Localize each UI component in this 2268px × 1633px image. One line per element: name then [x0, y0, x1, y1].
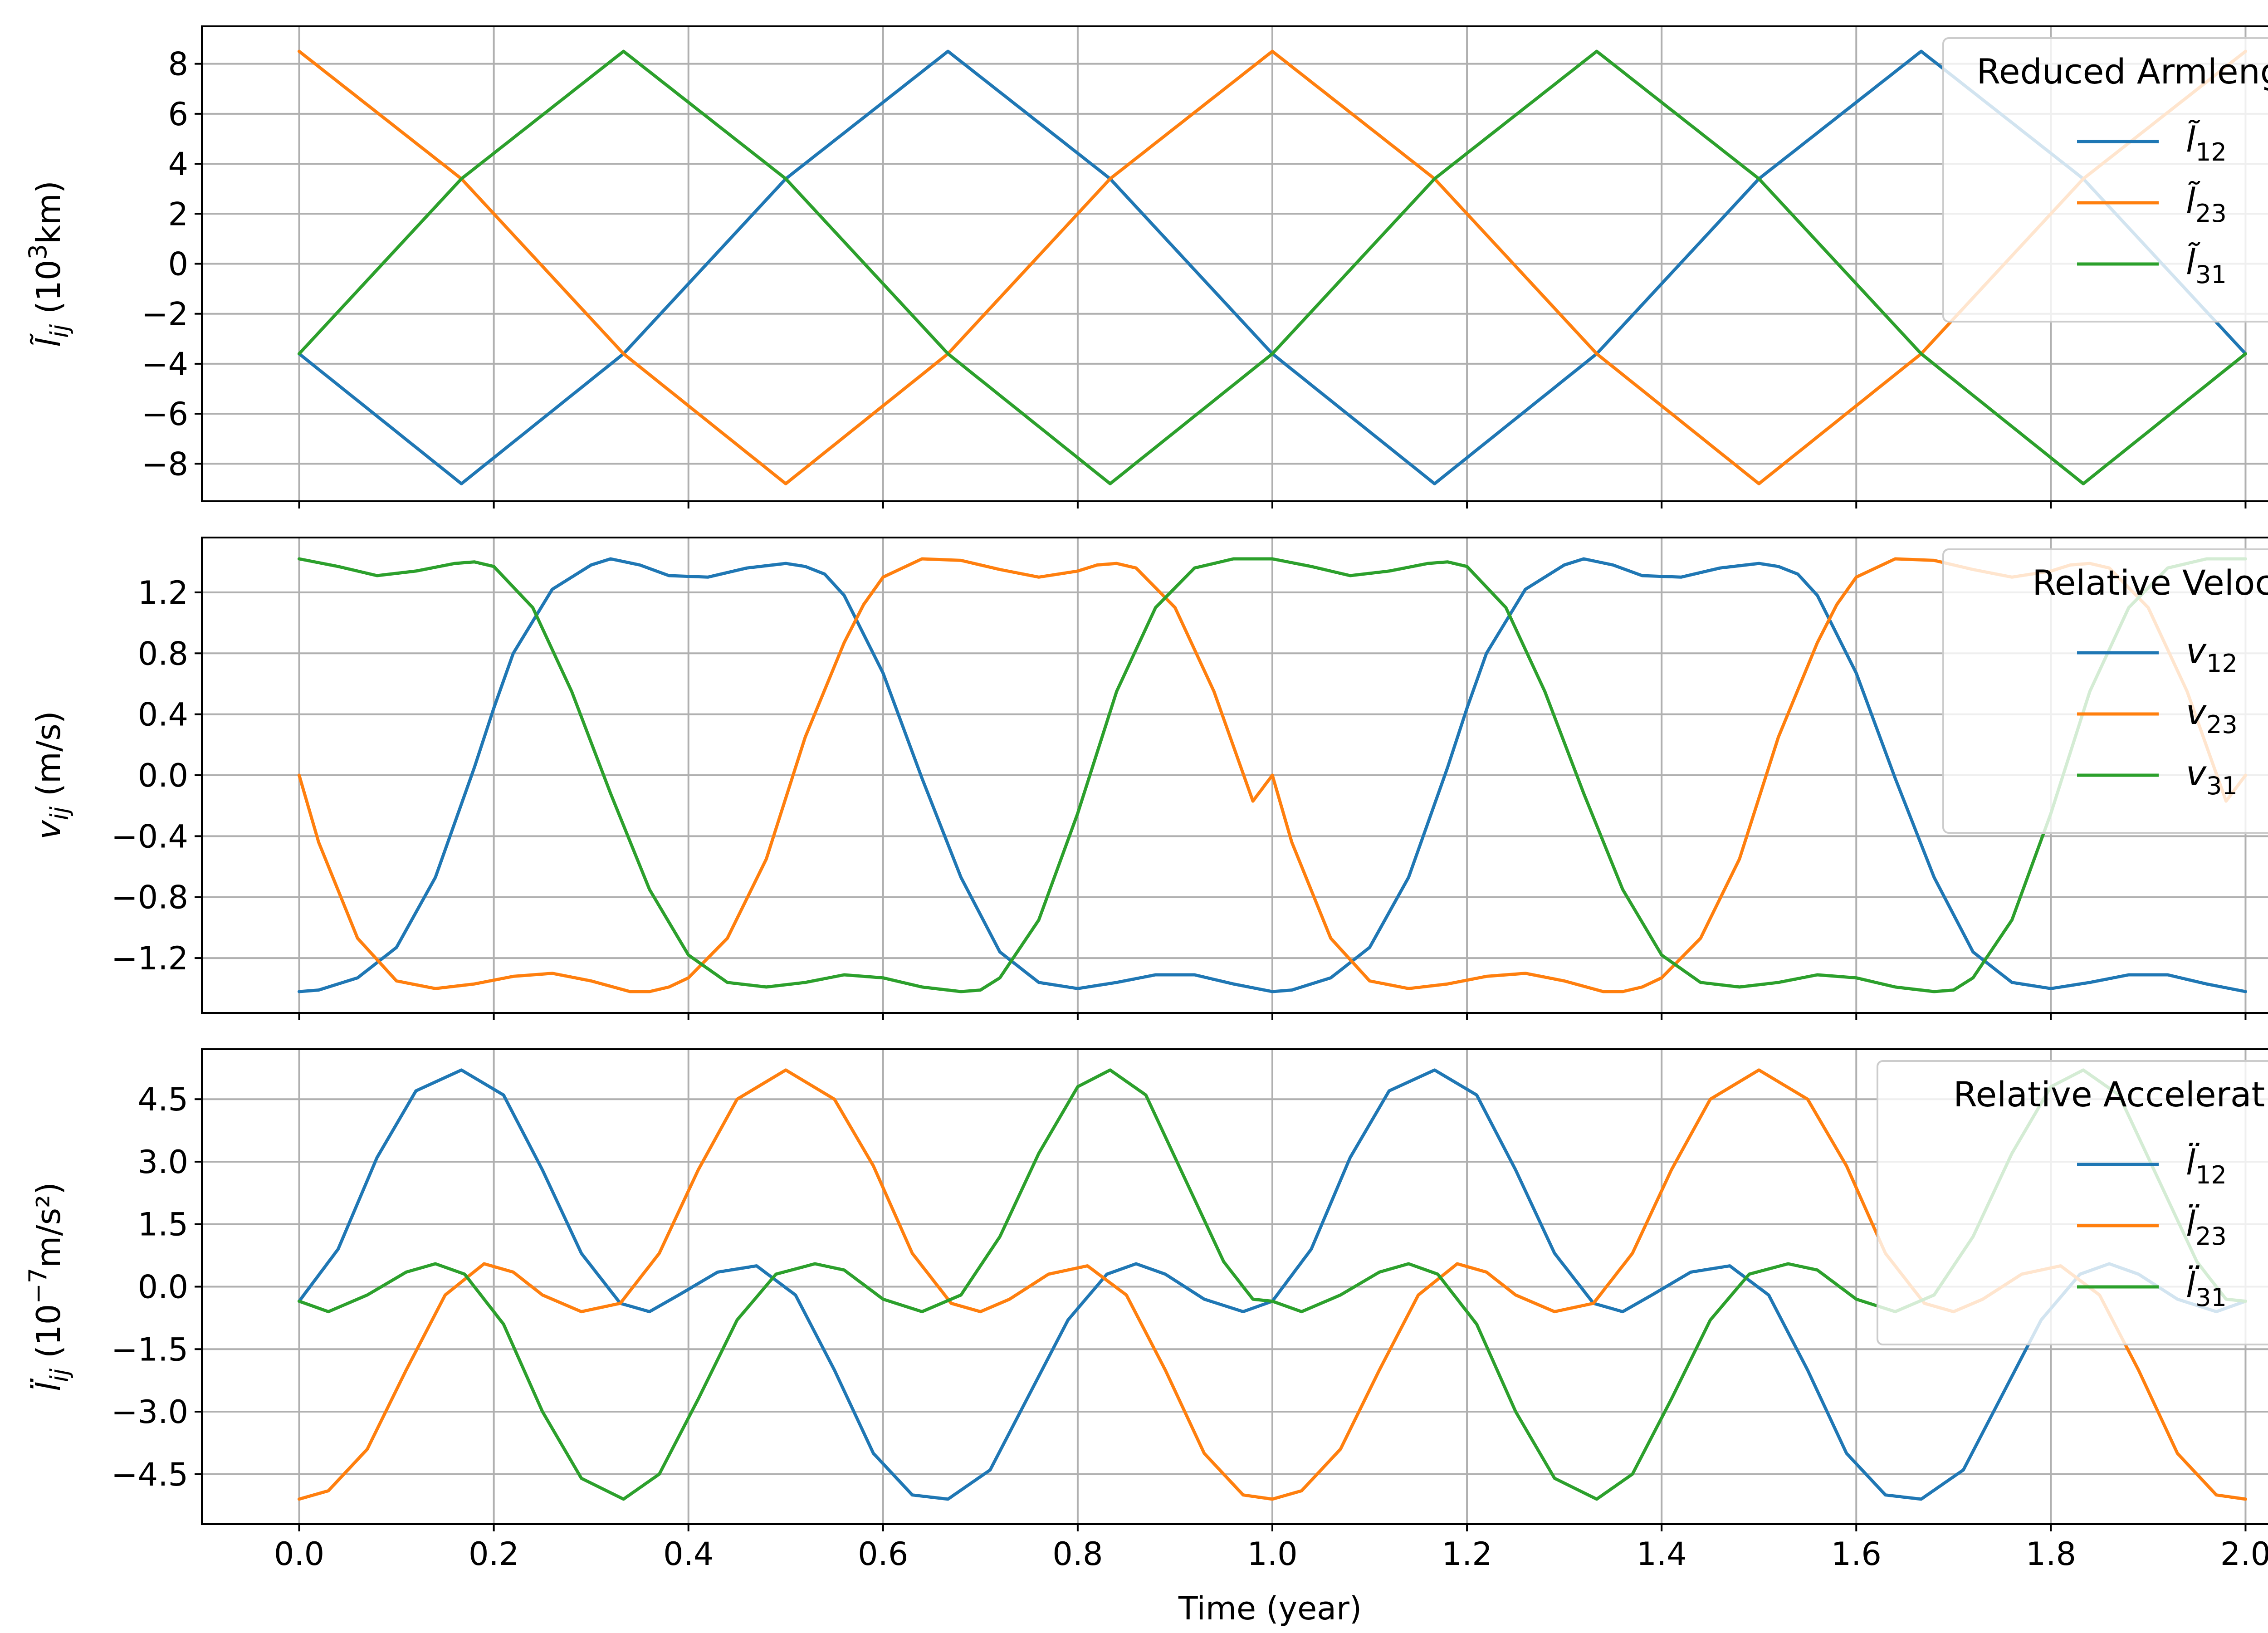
legend: Relative Accelerationl̈12l̈23l̈31 — [1877, 1060, 2268, 1345]
x-tick-label: 0.0 — [274, 1535, 324, 1573]
legend-subscript: 23 — [2206, 710, 2238, 739]
y-tick-label: −0.8 — [111, 879, 188, 916]
legend-subscript: 12 — [2206, 649, 2238, 678]
y-label-subscript: ij — [45, 324, 74, 338]
x-tick-label: 0.2 — [469, 1535, 519, 1573]
y-tick-label: 0.0 — [138, 757, 188, 794]
legend-box — [1942, 548, 2268, 834]
x-axis-label: Time (year) — [1178, 1590, 1362, 1627]
series-line-23 — [298, 557, 2247, 993]
legend-label-23: v23 — [2186, 692, 2238, 739]
chart-acceleration: 4.5 3.0 1.5 0.0 −1.5 −3.0 −4.5 0.0 0.2 0.4 0.6 0.8 1… — [24, 1048, 2268, 1573]
chart-panels: 8 6 4 2 0 −2 −4 −6 −8 l̃ij (103km) Reduced Armleng… — [24, 25, 2268, 1573]
y-tick-label: −1.2 — [111, 940, 188, 977]
y-tick-label: 4 — [168, 146, 188, 183]
legend-subscript: 31 — [2195, 260, 2227, 289]
y-tick-label: 8 — [168, 46, 188, 83]
x-tick-label: 1.4 — [1637, 1535, 1687, 1573]
legend-subscript: 31 — [2206, 772, 2238, 800]
y-label-subscript: ij — [45, 1369, 74, 1382]
y-tick-label: 1.5 — [138, 1206, 188, 1243]
legend-subscript: 23 — [2195, 199, 2227, 228]
y-tick-label: 2 — [168, 196, 188, 233]
legend-subscript: 12 — [2195, 138, 2227, 166]
y-tick-label: −3.0 — [111, 1393, 188, 1431]
legend-symbol: v — [2186, 692, 2207, 732]
y-label-unit: (10 — [29, 259, 68, 324]
y-axis-label: l̃ij (103km) — [24, 181, 74, 347]
legend-subscript: 31 — [2195, 1283, 2227, 1312]
legend-label-31: l̈31 — [2186, 1265, 2227, 1312]
y-tick-label: −6 — [142, 396, 188, 433]
y-axis-label: vij (m/s) — [29, 711, 74, 840]
x-tick-label: 1.0 — [1247, 1535, 1297, 1573]
y-label-superscript: −7 — [24, 1268, 52, 1304]
legend-label-31: v31 — [2186, 753, 2238, 800]
legend-subscript: 23 — [2195, 1222, 2227, 1251]
y-tick-label: 0 — [168, 246, 188, 283]
y-label-unit-tail: m/s²) — [29, 1182, 68, 1268]
x-tick-label: 0.4 — [663, 1535, 714, 1573]
y-tick-label: 3.0 — [138, 1144, 188, 1181]
legend-label-12: v12 — [2186, 631, 2238, 678]
y-tick-label: 0.4 — [138, 696, 188, 733]
legend-box — [1942, 37, 2268, 323]
legend: Reduced Armlengthl̃12l̃23l̃31 — [1942, 37, 2268, 323]
y-axis-label: l̈ij (10−7m/s²) — [24, 1182, 74, 1391]
y-tick-label: 0.8 — [138, 635, 188, 672]
y-tick-label: 4.5 — [138, 1081, 188, 1118]
legend-subscript: 12 — [2195, 1161, 2227, 1189]
y-label-unit-tail: km) — [29, 181, 68, 244]
x-tick-label: 0.8 — [1052, 1535, 1103, 1573]
legend-symbol: v — [2186, 753, 2207, 793]
y-tick-label: 1.2 — [138, 574, 188, 611]
series-line-12 — [298, 557, 2247, 993]
y-label-unit: (10 — [29, 1304, 68, 1369]
y-label-symbol: v — [29, 820, 68, 840]
y-label-unit: (m/s) — [29, 711, 68, 807]
legend-title: Reduced Armlength — [1976, 51, 2268, 92]
y-tick-label: −0.4 — [111, 818, 188, 855]
series-line-31 — [298, 557, 2247, 993]
y-tick-label: −2 — [142, 296, 188, 333]
y-tick-label: 6 — [168, 96, 188, 133]
legend-symbol: v — [2186, 631, 2207, 671]
legend-title: Relative Velocity — [2032, 562, 2268, 603]
series-line-31 — [298, 49, 2247, 485]
y-tick-label: −4.5 — [111, 1456, 188, 1493]
y-tick-label: 0.0 — [138, 1269, 188, 1306]
legend-box — [1877, 1060, 2268, 1345]
y-label-subscript: ij — [45, 807, 74, 820]
x-tick-label: 1.8 — [2026, 1535, 2076, 1573]
x-tick-label: 2.0 — [2220, 1535, 2268, 1573]
x-tick-label: 1.6 — [1831, 1535, 1882, 1573]
x-tick-label: 1.2 — [1442, 1535, 1492, 1573]
y-tick-label: −8 — [142, 445, 188, 483]
legend: Relative Velocityv12v23v31 — [1942, 548, 2268, 834]
y-tick-label: −1.5 — [111, 1331, 188, 1368]
x-tick-label: 0.6 — [858, 1535, 908, 1573]
legend-title: Relative Acceleration — [1953, 1074, 2268, 1115]
chart-armlength: 8 6 4 2 0 −2 −4 −6 −8 l̃ij (103km) Reduced Armleng… — [24, 25, 2268, 508]
legend-label-23: l̃23 — [2186, 181, 2227, 228]
y-label-superscript: 3 — [24, 244, 52, 259]
y-tick-label: −4 — [142, 346, 188, 383]
